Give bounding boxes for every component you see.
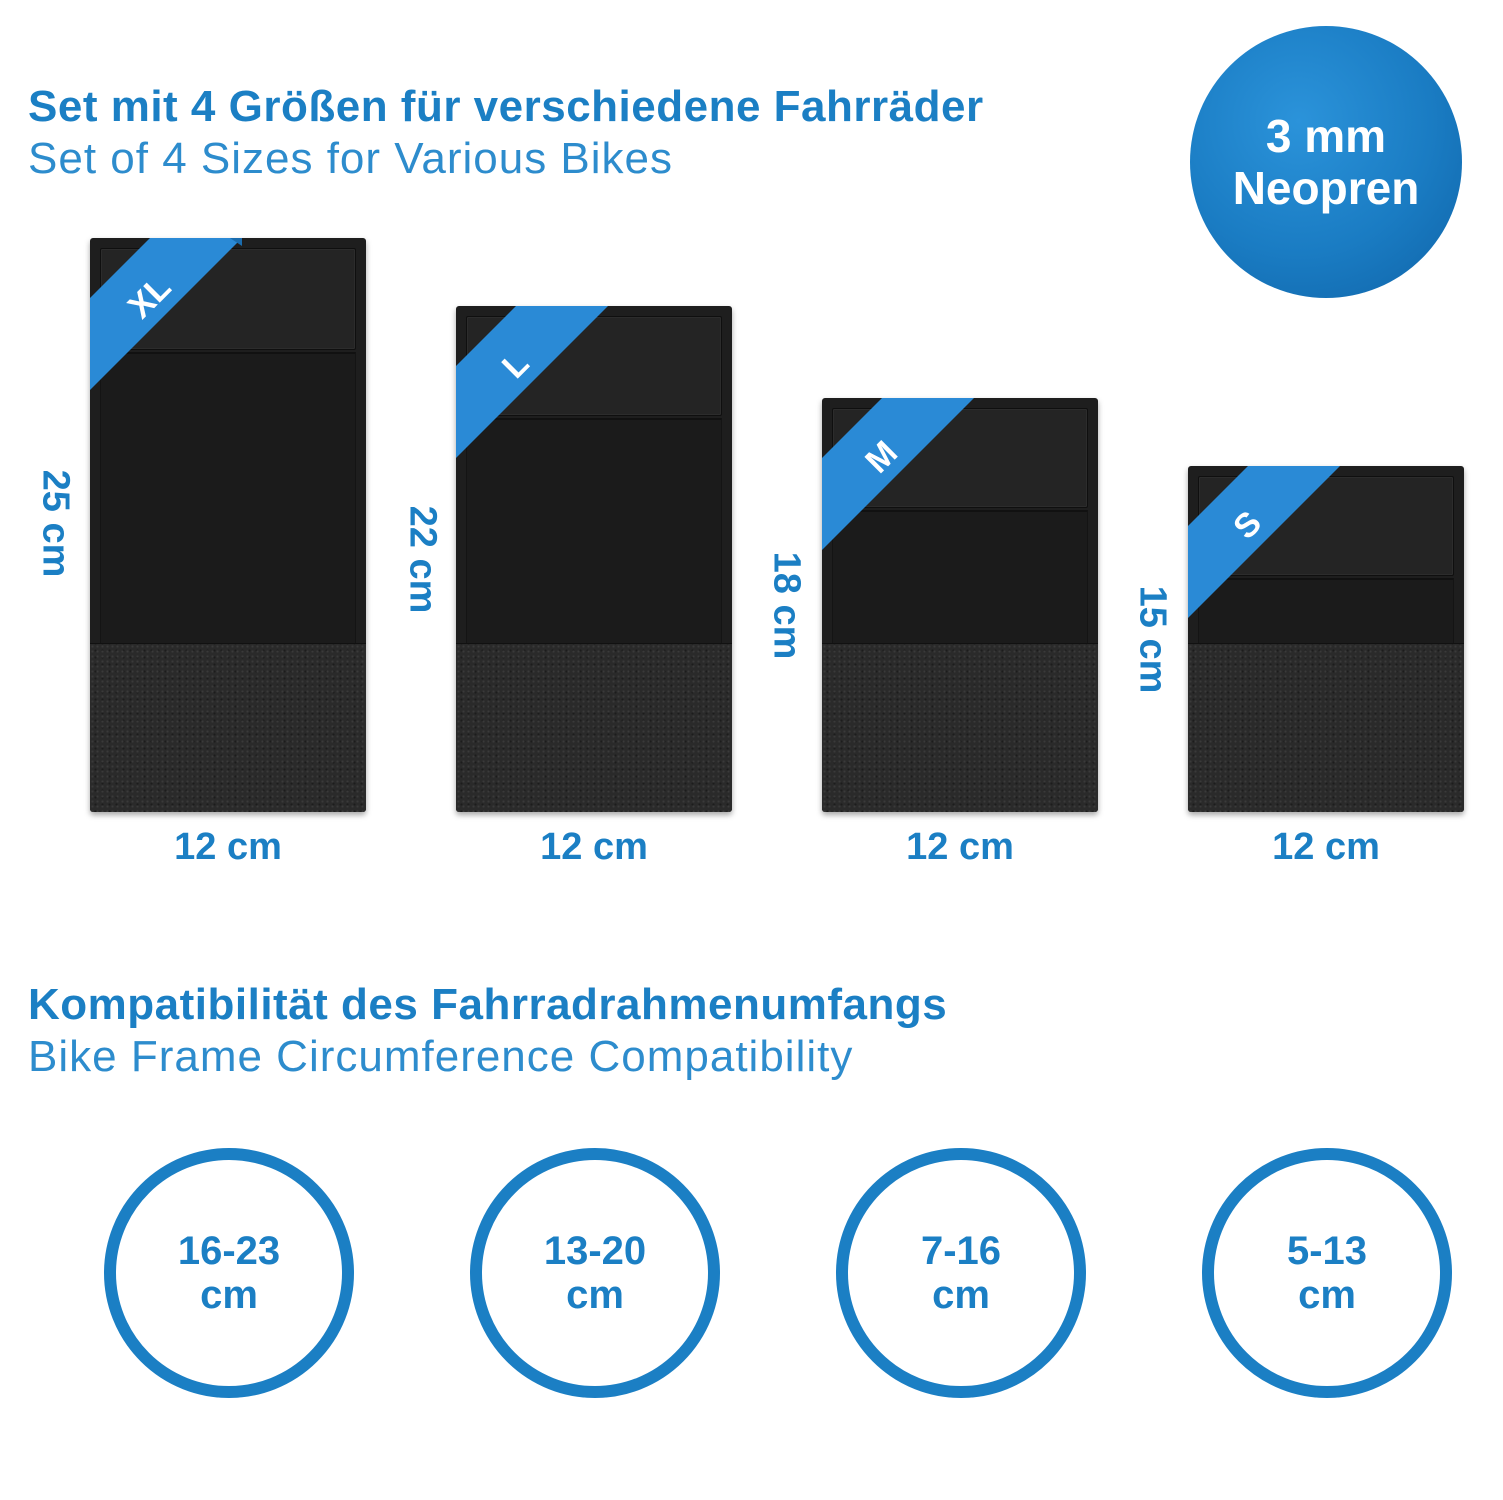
compat-range: 13-20 — [543, 1229, 647, 1273]
compat-ring-l: 13-20 cm — [470, 1148, 720, 1398]
badge-material: Neopren — [1232, 162, 1420, 214]
compat-unit: cm — [1298, 1273, 1356, 1317]
compat-unit: cm — [566, 1273, 624, 1317]
compat-title-german: Kompatibilität des Fahrradrahmenumfangs — [28, 980, 948, 1029]
size-ribbon-s: S — [1188, 466, 1340, 618]
compat-range: 5-13 — [1286, 1229, 1368, 1273]
compat-unit: cm — [200, 1273, 258, 1317]
size-ribbon-l: L — [456, 306, 608, 458]
size-ribbon-m: M — [822, 398, 974, 550]
pad-m: M — [822, 398, 1098, 812]
subtitle-english: Set of 4 Sizes for Various Bikes — [28, 134, 674, 183]
width-l: 12 cm — [540, 826, 648, 868]
height-xl: 25 cm — [34, 469, 77, 578]
badge-thickness: 3 mm — [1265, 110, 1387, 162]
compat-subtitle-english: Bike Frame Circumference Compatibility — [28, 1032, 854, 1081]
width-m: 12 cm — [906, 826, 1014, 868]
height-m: 18 cm — [765, 551, 808, 660]
pad-s: S — [1188, 466, 1464, 812]
pad-l: L — [456, 306, 732, 812]
pad-xl: XL — [90, 238, 366, 812]
title-german: Set mit 4 Größen für verschiedene Fahrrä… — [28, 82, 984, 131]
height-s: 15 cm — [1131, 585, 1174, 694]
width-xl: 12 cm — [174, 826, 282, 868]
compat-ring-xl: 16-23 cm — [104, 1148, 354, 1398]
height-l: 22 cm — [401, 505, 444, 614]
compat-range: 16-23 — [177, 1229, 281, 1273]
neoprene-badge: 3 mm Neopren — [1190, 26, 1462, 298]
size-ribbon-xl: XL — [90, 238, 242, 390]
width-s: 12 cm — [1272, 826, 1380, 868]
compat-range: 7-16 — [920, 1229, 1002, 1273]
compat-ring-s: 5-13 cm — [1202, 1148, 1452, 1398]
compat-unit: cm — [932, 1273, 990, 1317]
compat-ring-m: 7-16 cm — [836, 1148, 1086, 1398]
